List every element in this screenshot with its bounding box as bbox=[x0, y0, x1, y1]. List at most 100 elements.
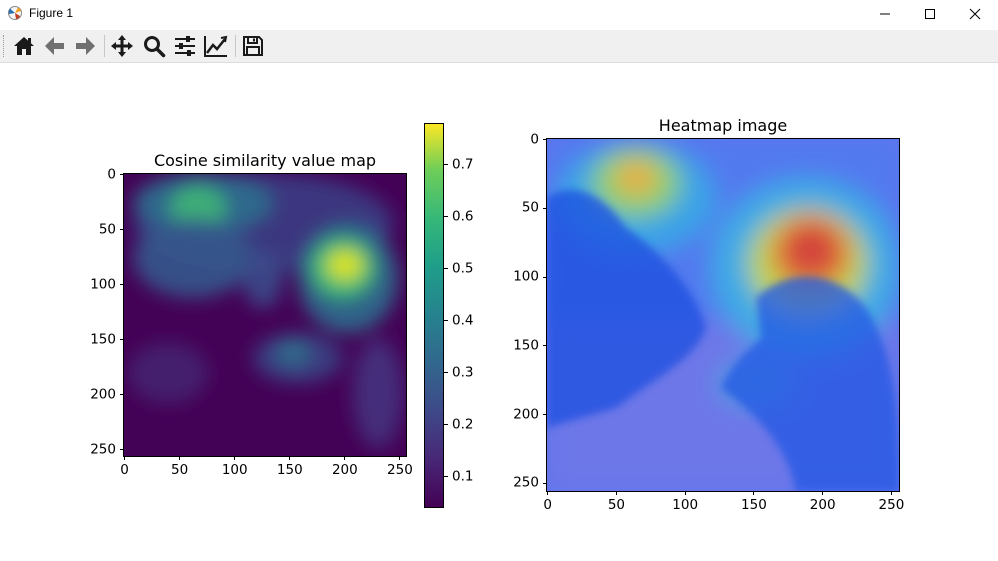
minimize-button[interactable] bbox=[862, 0, 908, 28]
toolbar-separator bbox=[104, 35, 105, 57]
y-tick-mark bbox=[543, 139, 547, 141]
x-tick-mark bbox=[179, 456, 181, 460]
move-arrows-icon bbox=[111, 35, 133, 57]
map-region bbox=[353, 338, 403, 448]
y-tick-label: 100 bbox=[90, 275, 116, 292]
x-tick-mark bbox=[890, 491, 892, 495]
heatmap-overlay-image bbox=[546, 138, 900, 492]
y-tick-mark bbox=[543, 207, 547, 209]
colorbar-tick-label: 0.7 bbox=[452, 155, 474, 172]
x-tick-mark bbox=[124, 456, 126, 460]
forward-button[interactable] bbox=[71, 32, 99, 60]
sliders-icon bbox=[175, 36, 195, 56]
colorbar-tick-label: 0.3 bbox=[452, 363, 474, 380]
maximize-button[interactable] bbox=[907, 0, 953, 28]
map-region bbox=[133, 218, 253, 298]
x-tick-mark bbox=[753, 491, 755, 495]
magnifier-icon bbox=[144, 36, 166, 58]
y-tick-label: 200 bbox=[513, 405, 539, 422]
colorbar-tick-mark bbox=[444, 424, 448, 426]
home-button[interactable] bbox=[10, 32, 38, 60]
map-region bbox=[243, 248, 283, 308]
colorbar-tick-label: 0.2 bbox=[452, 416, 474, 432]
arrow-left-icon bbox=[45, 37, 64, 55]
window-titlebar: Figure 1 bbox=[0, 0, 998, 28]
x-tick-label: 150 bbox=[276, 462, 303, 478]
edit-axis-button[interactable] bbox=[202, 32, 230, 60]
map-region bbox=[327, 250, 363, 280]
x-tick-label: 0 bbox=[120, 462, 129, 478]
y-tick-label: 50 bbox=[98, 220, 116, 237]
cat-right-silhouette bbox=[721, 276, 900, 492]
matplotlib-app-icon bbox=[8, 6, 22, 20]
x-tick-mark bbox=[684, 491, 686, 495]
colorbar-tick-label: 0.1 bbox=[452, 468, 474, 485]
x-tick-label: 100 bbox=[221, 462, 248, 478]
x-tick-label: 100 bbox=[672, 497, 699, 513]
window-title: Figure 1 bbox=[29, 6, 74, 20]
right-axes-frame bbox=[546, 138, 900, 492]
toolbar-grip bbox=[3, 35, 6, 57]
colorbar-tick-label: 0.4 bbox=[452, 311, 474, 328]
right-plot-title: Heatmap image bbox=[658, 116, 788, 135]
floppy-disk-icon bbox=[243, 36, 263, 56]
x-tick-mark bbox=[615, 491, 617, 495]
back-button[interactable] bbox=[41, 32, 69, 60]
y-tick-label: 50 bbox=[521, 199, 539, 216]
y-tick-label: 200 bbox=[90, 386, 116, 403]
x-tick-mark bbox=[344, 456, 346, 460]
y-tick-label: 250 bbox=[513, 474, 539, 491]
y-tick-mark bbox=[543, 482, 547, 484]
navigation-toolbar bbox=[0, 30, 998, 63]
y-tick-mark bbox=[120, 339, 124, 341]
y-tick-mark bbox=[120, 229, 124, 231]
x-tick-label: 50 bbox=[607, 497, 626, 513]
maximize-icon bbox=[925, 9, 935, 19]
y-tick-label: 0 bbox=[530, 130, 539, 147]
left-plot-title: Cosine similarity value map bbox=[153, 151, 377, 170]
y-tick-mark bbox=[120, 394, 124, 396]
cosine-similarity-map bbox=[123, 173, 407, 457]
colorbar-tick-mark bbox=[444, 320, 448, 322]
x-tick-label: 50 bbox=[171, 462, 189, 478]
y-tick-label: 150 bbox=[90, 331, 116, 348]
y-tick-mark bbox=[120, 449, 124, 451]
y-tick-mark bbox=[120, 174, 124, 176]
left-axes-frame bbox=[123, 173, 407, 457]
colorbar-gradient bbox=[424, 123, 444, 508]
x-tick-label: 250 bbox=[878, 497, 905, 513]
y-tick-label: 150 bbox=[513, 337, 539, 354]
zoom-button[interactable] bbox=[140, 32, 168, 60]
save-button[interactable] bbox=[239, 32, 267, 60]
x-tick-label: 0 bbox=[543, 497, 552, 513]
pan-button[interactable] bbox=[108, 32, 136, 60]
y-tick-label: 250 bbox=[90, 441, 116, 458]
close-button[interactable] bbox=[952, 0, 998, 28]
colorbar bbox=[424, 123, 444, 508]
colorbar-tick-label: 0.5 bbox=[452, 259, 474, 276]
x-tick-label: 200 bbox=[331, 462, 358, 478]
x-tick-label: 150 bbox=[741, 497, 767, 513]
x-tick-label: 200 bbox=[809, 497, 836, 513]
y-tick-mark bbox=[543, 414, 547, 416]
heatmap-region bbox=[614, 160, 658, 196]
arrow-right-icon bbox=[76, 37, 95, 55]
colorbar-tick-mark bbox=[444, 268, 448, 270]
close-icon bbox=[969, 8, 981, 20]
colorbar-tick-mark bbox=[444, 164, 448, 166]
x-tick-mark bbox=[289, 456, 291, 460]
colorbar-tick-label: 0.6 bbox=[452, 207, 474, 224]
y-tick-mark bbox=[543, 276, 547, 278]
map-region bbox=[275, 339, 311, 367]
colorbar-tick-mark bbox=[444, 372, 448, 374]
y-tick-label: 0 bbox=[107, 165, 116, 182]
figure-canvas[interactable]: Cosine similarity value map bbox=[0, 63, 998, 561]
y-tick-label: 100 bbox=[513, 268, 539, 285]
x-tick-mark bbox=[822, 491, 824, 495]
line-chart-icon bbox=[204, 35, 228, 57]
configure-subplots-button[interactable] bbox=[171, 32, 199, 60]
heatmap-region bbox=[786, 226, 836, 274]
x-tick-mark bbox=[234, 456, 236, 460]
map-region bbox=[128, 343, 208, 403]
colorbar-tick-mark bbox=[444, 216, 448, 218]
